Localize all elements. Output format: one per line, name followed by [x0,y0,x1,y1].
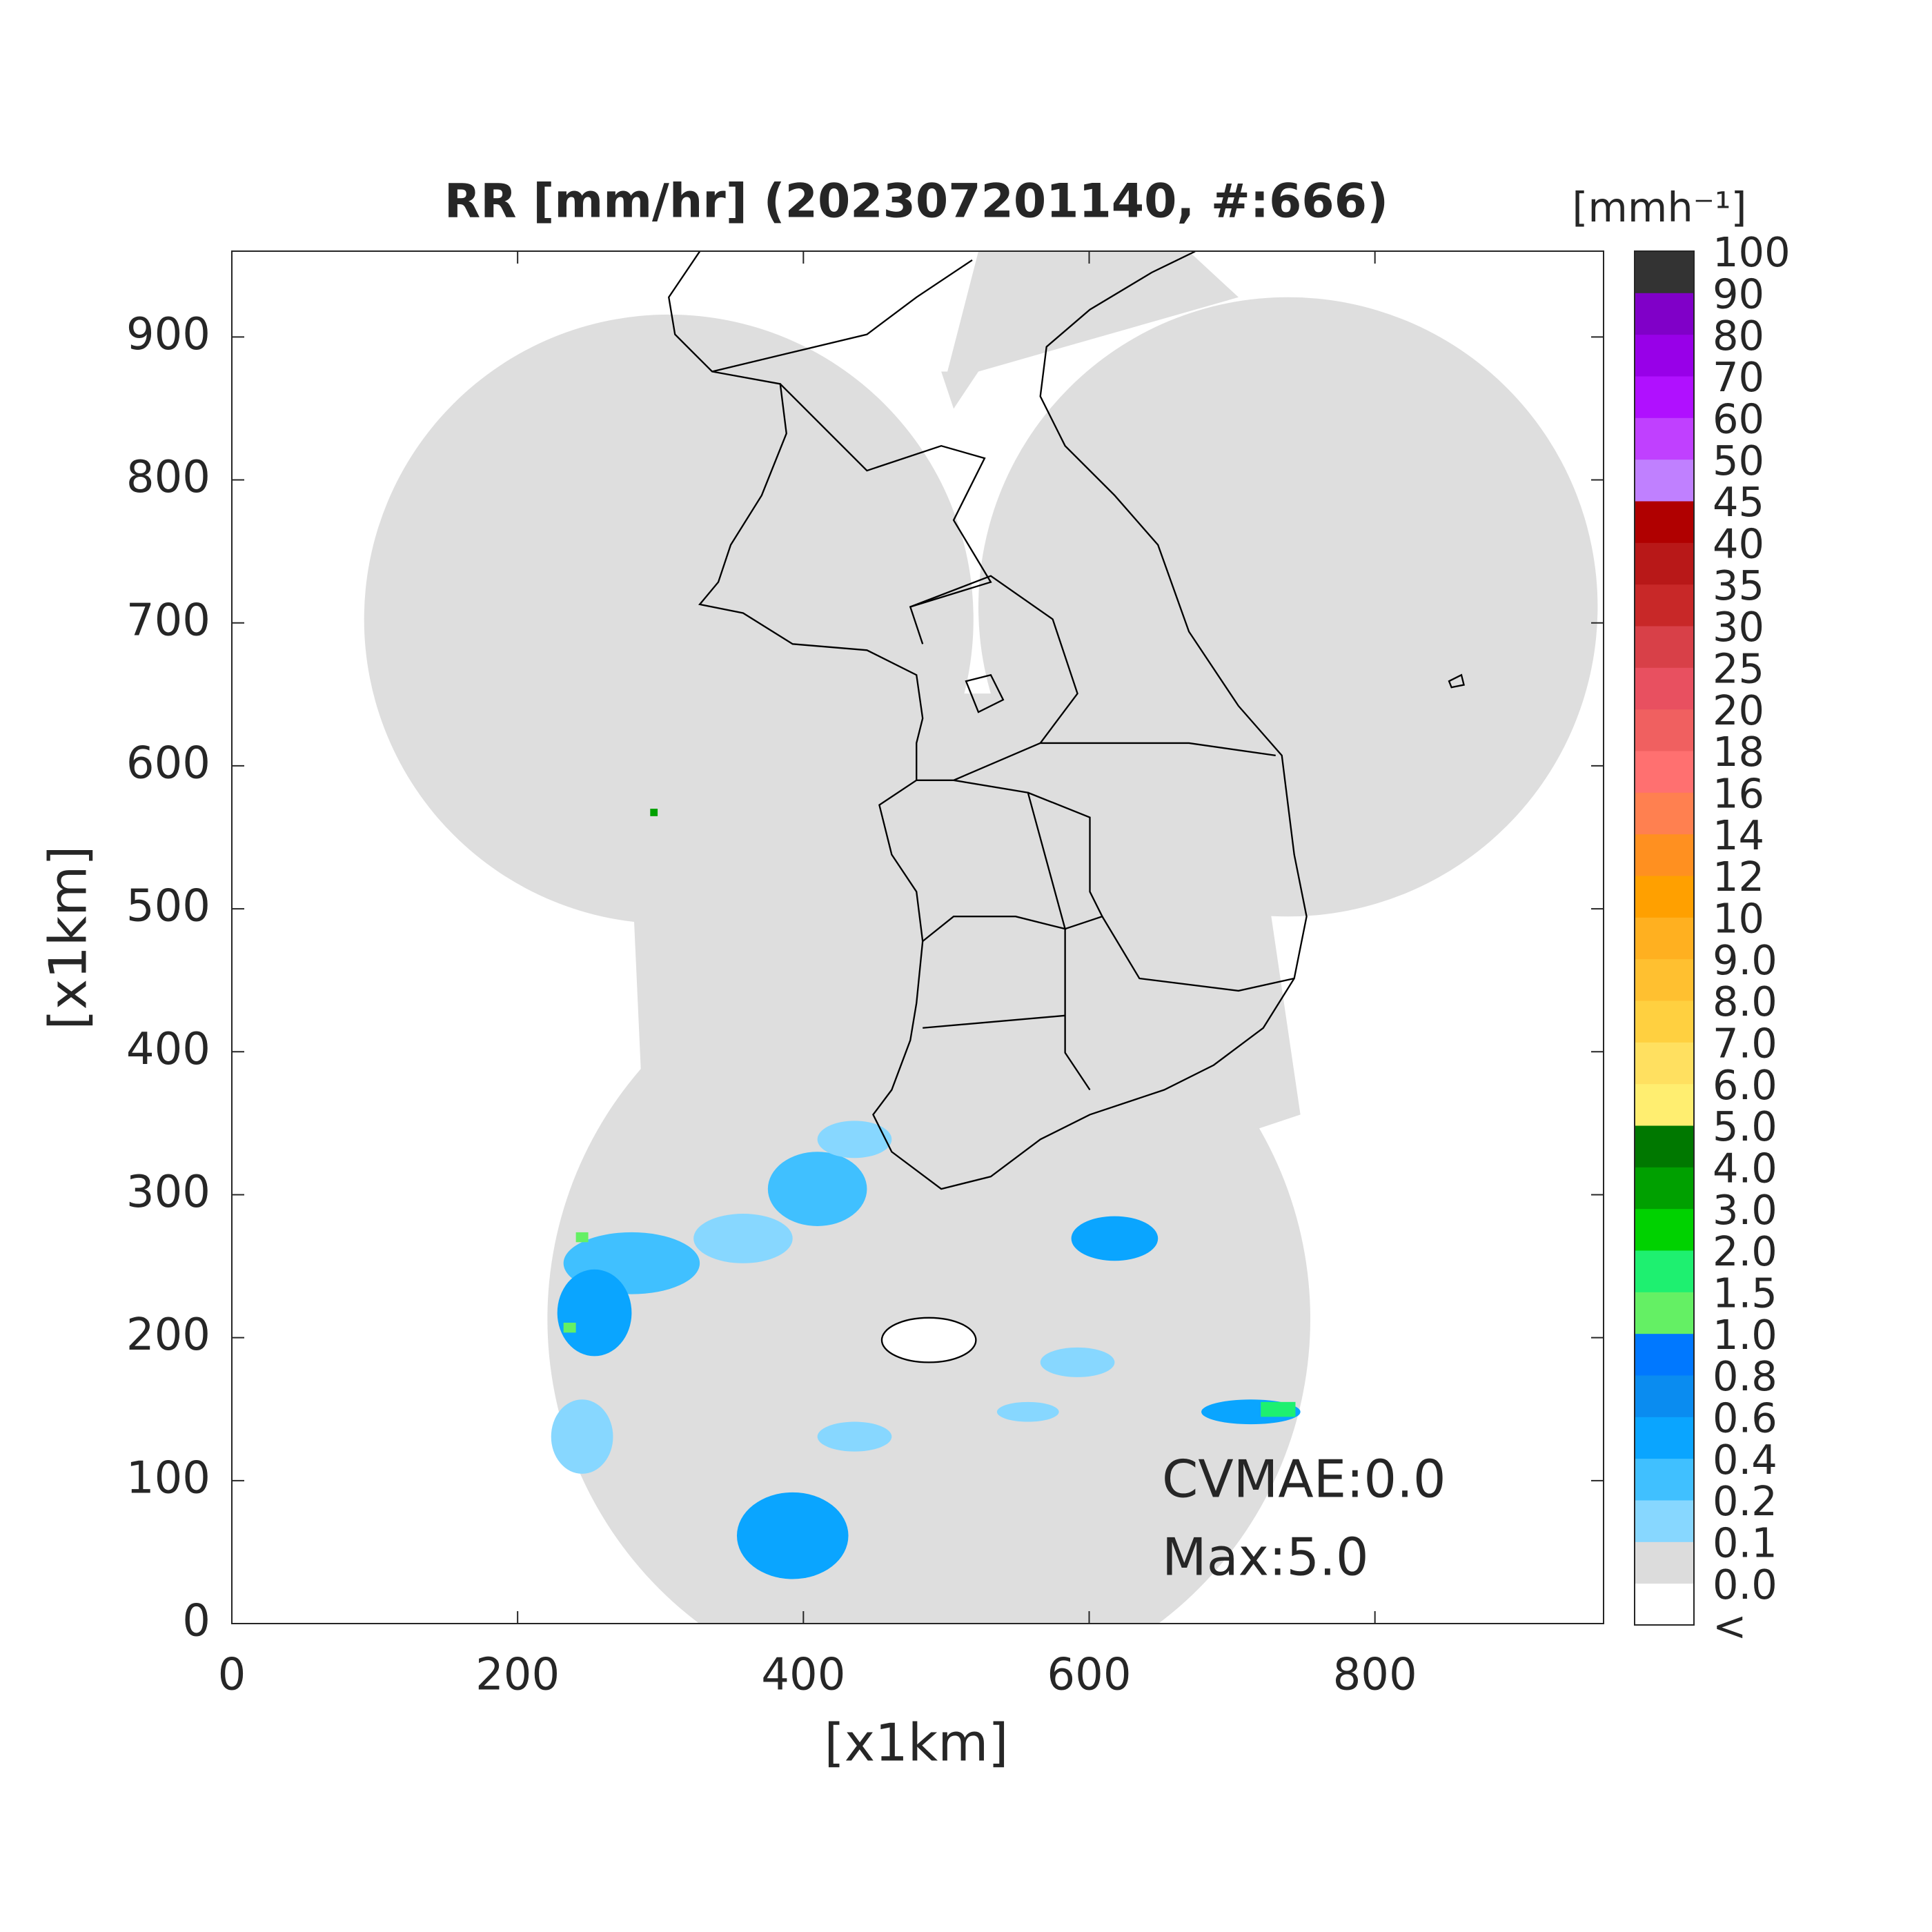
x-axis-label: [x1km] [824,1713,1008,1773]
colorbar-frame [1634,250,1695,1626]
colorbar-tick-label: 6.0 [1713,1061,1777,1109]
colorbar-segment [1635,1417,1694,1459]
x-tick-label: 200 [475,1650,560,1701]
colorbar-tick-label: 9.0 [1713,936,1777,984]
colorbar-tick-label: 30 [1713,603,1764,651]
colorbar-tick-label: 18 [1713,728,1764,776]
radar-coverage [364,251,1598,1624]
colorbar-tick-label: 25 [1713,644,1764,692]
colorbar-segment [1635,1250,1694,1292]
colorbar-tick-label: 14 [1713,811,1764,859]
colorbar-segment [1635,667,1694,710]
x-tick-label: 0 [218,1650,246,1701]
colorbar-segment [1635,626,1694,668]
colorbar-segment [1635,709,1694,751]
y-axis-label: [x1km] [38,845,99,1029]
colorbar-tick-label: 40 [1713,520,1764,567]
colorbar-tick-label: 70 [1713,353,1764,401]
y-tick-label: 700 [126,595,210,646]
y-tick-label: 200 [126,1310,210,1361]
y-tick-label: 800 [126,452,210,503]
x-tick-label: 400 [761,1650,845,1701]
annotation: CVMAE:0.0 [1162,1449,1446,1510]
colorbar-tick-label: 50 [1713,437,1764,484]
coastline [668,251,1466,1363]
colorbar-segment [1635,417,1694,460]
chart-title: RR [mm/hr] (202307201140, #:666) [444,175,1388,229]
colorbar-segment [1635,376,1694,418]
y-tick-label: 900 [126,309,210,360]
colorbar-tick-label: 4.0 [1713,1144,1777,1192]
y-tick-label: 500 [126,881,210,932]
colorbar-segment [1635,1375,1694,1417]
colorbar-tick-label: < [1713,1602,1746,1650]
colorbar-segment [1635,293,1694,335]
colorbar-tick-label: 80 [1713,312,1764,359]
colorbar-tick-label: 8.0 [1713,978,1777,1025]
colorbar-tick-label: 45 [1713,478,1764,526]
colorbar-segment [1635,958,1694,1001]
y-tick-label: 300 [126,1167,210,1218]
colorbar-segment [1635,459,1694,502]
colorbar-tick-label: 90 [1713,270,1764,317]
colorbar-segment [1635,251,1694,293]
colorbar-segment [1635,1208,1694,1251]
colorbar-segment [1635,1292,1694,1334]
colorbar-segment [1635,542,1694,585]
colorbar-segment [1635,1167,1694,1210]
colorbar-segment [1635,1333,1694,1376]
colorbar-tick-label: 10 [1713,894,1764,942]
colorbar-tick-label: 0.2 [1713,1477,1777,1525]
colorbar-segment [1635,876,1694,918]
colorbar-tick-label: 12 [1713,853,1764,900]
colorbar-tick-label: 0.0 [1713,1561,1777,1608]
colorbar-tick-label: 60 [1713,395,1764,442]
colorbar-tick-label: 0.4 [1713,1436,1777,1483]
colorbar-segment [1635,584,1694,627]
x-tick-label: 800 [1333,1650,1417,1701]
colorbar-tick-label: 2.0 [1713,1228,1777,1275]
colorbar-tick-label: 16 [1713,769,1764,817]
plot-frame [231,250,1604,1624]
colorbar-segment [1635,792,1694,835]
colorbar-segment [1635,334,1694,377]
y-tick-label: 600 [126,738,210,789]
colorbar-segment [1635,1541,1694,1584]
colorbar-segment [1635,1000,1694,1043]
colorbar-tick-label: 35 [1713,562,1764,609]
colorbar-tick-label: 1.0 [1713,1311,1777,1359]
colorbar-segment [1635,501,1694,543]
annotation: Max:5.0 [1162,1527,1369,1588]
colorbar-tick-label: 7.0 [1713,1019,1777,1067]
x-tick-label: 600 [1047,1650,1131,1701]
colorbar-tick-label: 0.8 [1713,1352,1777,1400]
colorbar-segment [1635,1125,1694,1167]
colorbar-segment [1635,1042,1694,1085]
colorbar-tick-label: 5.0 [1713,1103,1777,1150]
colorbar-tick-label: 20 [1713,687,1764,734]
y-tick-label: 0 [182,1596,210,1647]
colorbar-segment [1635,1083,1694,1126]
colorbar-tick-label: 100 [1713,228,1791,276]
colorbar-segment [1635,917,1694,960]
radar-map [364,251,1598,1624]
colorbar-label: [mmh⁻¹] [1572,184,1746,231]
y-tick-label: 400 [126,1024,210,1075]
colorbar-tick-label: 1.5 [1713,1269,1777,1317]
colorbar-segment [1635,1458,1694,1501]
colorbar-tick-label: 0.1 [1713,1519,1777,1566]
colorbar-segment [1635,751,1694,793]
y-tick-label: 100 [126,1452,210,1504]
colorbar-segment [1635,1500,1694,1542]
colorbar-segment [1635,1583,1694,1626]
colorbar-tick-label: 0.6 [1713,1394,1777,1441]
colorbar-segment [1635,834,1694,876]
colorbar-tick-label: 3.0 [1713,1186,1777,1234]
rain-echoes [551,809,1301,1579]
